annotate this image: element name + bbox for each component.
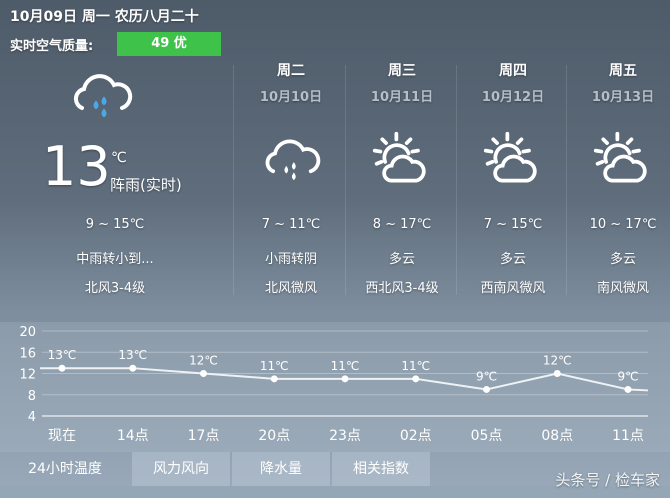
weekday: 周三 bbox=[388, 63, 416, 79]
wind-desc: 西北风3-4级 bbox=[365, 281, 439, 296]
data-point bbox=[553, 370, 561, 377]
temp-range: 7 ~ 15℃ bbox=[483, 217, 543, 232]
y-tick-label: 16 bbox=[19, 346, 36, 361]
tab-indices[interactable]: 相关指数 bbox=[332, 452, 430, 486]
data-label: 13℃ bbox=[118, 348, 147, 362]
data-point bbox=[341, 375, 349, 383]
date: 10月11日 bbox=[370, 90, 434, 105]
data-label: 12℃ bbox=[189, 354, 218, 368]
weekday: 周五 bbox=[609, 63, 637, 79]
divider bbox=[233, 65, 234, 295]
x-tick-label: 02点 bbox=[400, 428, 432, 444]
x-tick-label: 20点 bbox=[258, 428, 290, 444]
date: 10月12日 bbox=[481, 90, 545, 105]
x-tick-label: 08点 bbox=[541, 428, 573, 444]
x-tick-label: 14点 bbox=[117, 428, 149, 444]
temp-range: 9 ~ 15℃ bbox=[85, 217, 145, 232]
data-label: 9℃ bbox=[617, 369, 638, 383]
data-label: 11℃ bbox=[331, 359, 360, 373]
data-point bbox=[58, 364, 66, 372]
partly-cloudy-icon bbox=[593, 131, 647, 183]
chart-tabs: 24小时温度 风力风向 降水量 相关指数 bbox=[0, 452, 432, 486]
y-tick-label: 20 bbox=[19, 325, 36, 340]
x-tick-label: 17点 bbox=[188, 428, 220, 444]
data-label: 12℃ bbox=[543, 354, 572, 368]
data-point bbox=[412, 375, 420, 383]
data-point bbox=[270, 375, 278, 383]
weather-desc: 多云 bbox=[609, 252, 636, 267]
temp-range: 10 ~ 17℃ bbox=[589, 217, 657, 232]
aqi-badge[interactable]: 49 优 bbox=[117, 32, 221, 56]
wind-desc: 西南风微风 bbox=[480, 281, 546, 296]
temp-range: 8 ~ 17℃ bbox=[372, 217, 432, 232]
x-tick-label: 现在 bbox=[48, 428, 76, 444]
weekday: 周二 bbox=[277, 63, 305, 79]
weekday: 周四 bbox=[499, 63, 527, 79]
y-tick-label: 12 bbox=[19, 368, 36, 383]
divider bbox=[345, 65, 346, 295]
weather-desc: 多云 bbox=[388, 252, 415, 267]
partly-cloudy-icon bbox=[483, 131, 537, 183]
chart-background bbox=[0, 322, 670, 452]
wind-desc: 北风微风 bbox=[264, 281, 317, 296]
date: 10月10日 bbox=[259, 90, 323, 105]
tab-precipitation[interactable]: 降水量 bbox=[232, 452, 330, 486]
rain-cloud-icon bbox=[265, 139, 321, 181]
tab-24h-temperature[interactable]: 24小时温度 bbox=[28, 461, 102, 477]
weather-desc: 多云 bbox=[499, 252, 526, 267]
data-point bbox=[200, 370, 207, 377]
tab-wind[interactable]: 风力风向 bbox=[132, 452, 230, 486]
y-tick-label: 4 bbox=[28, 410, 36, 425]
x-tick-label: 11点 bbox=[612, 428, 644, 444]
wind-desc: 南风微风 bbox=[596, 281, 649, 296]
y-tick-label: 8 bbox=[28, 389, 36, 404]
bottom-bar bbox=[0, 486, 670, 498]
temp-range: 7 ~ 11℃ bbox=[261, 217, 321, 232]
data-point bbox=[483, 385, 490, 393]
aqi-label: 实时空气质量: bbox=[10, 39, 94, 54]
partly-cloudy-icon bbox=[372, 131, 426, 183]
data-label: 9℃ bbox=[476, 369, 497, 383]
data-label: 11℃ bbox=[401, 359, 430, 373]
temperature-chart: 20 16 12 8 4 13℃ 现在 13℃ 14点 12℃ 17点 11℃ 20点 11℃ 23点 11℃… bbox=[0, 322, 670, 452]
rain-cloud-icon bbox=[73, 74, 133, 118]
watermark: 头条号 / 检车家 bbox=[555, 471, 660, 489]
current-condition: 阵雨(实时) bbox=[110, 176, 182, 194]
date: 10月13日 bbox=[591, 90, 655, 105]
x-tick-label: 05点 bbox=[471, 428, 503, 444]
temperature-unit: ℃ bbox=[111, 150, 127, 166]
weather-desc: 小雨转阴 bbox=[264, 252, 317, 267]
current-temperature: 13 bbox=[42, 135, 111, 198]
data-point bbox=[624, 385, 632, 393]
wind-desc: 北风3-4级 bbox=[84, 281, 146, 296]
date-line: 10月09日 周一 农历八月二十 bbox=[10, 9, 199, 25]
weather-desc: 中雨转小到... bbox=[76, 252, 154, 267]
data-label: 11℃ bbox=[260, 359, 289, 373]
data-point bbox=[129, 364, 137, 372]
divider bbox=[456, 65, 457, 295]
divider bbox=[566, 65, 567, 295]
x-tick-label: 23点 bbox=[329, 428, 361, 444]
data-label: 13℃ bbox=[48, 348, 77, 362]
